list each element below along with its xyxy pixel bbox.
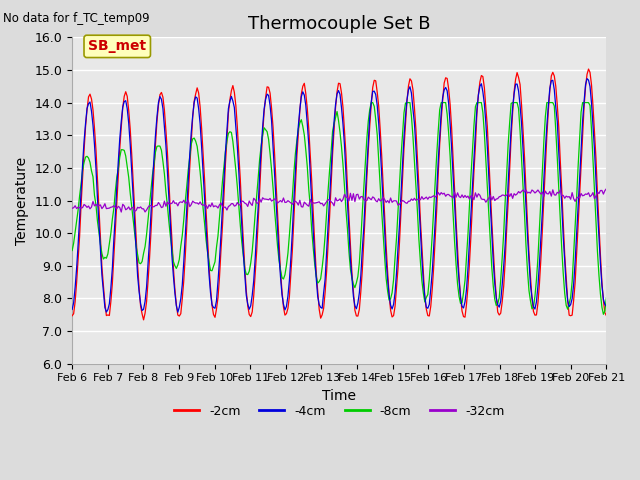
Y-axis label: Temperature: Temperature [15, 156, 29, 245]
Legend: -2cm, -4cm, -8cm, -32cm: -2cm, -4cm, -8cm, -32cm [169, 400, 509, 423]
Text: No data for f_TC_temp09: No data for f_TC_temp09 [3, 12, 150, 25]
X-axis label: Time: Time [323, 389, 356, 403]
Title: Thermocouple Set B: Thermocouple Set B [248, 15, 431, 33]
Text: SB_met: SB_met [88, 39, 147, 53]
